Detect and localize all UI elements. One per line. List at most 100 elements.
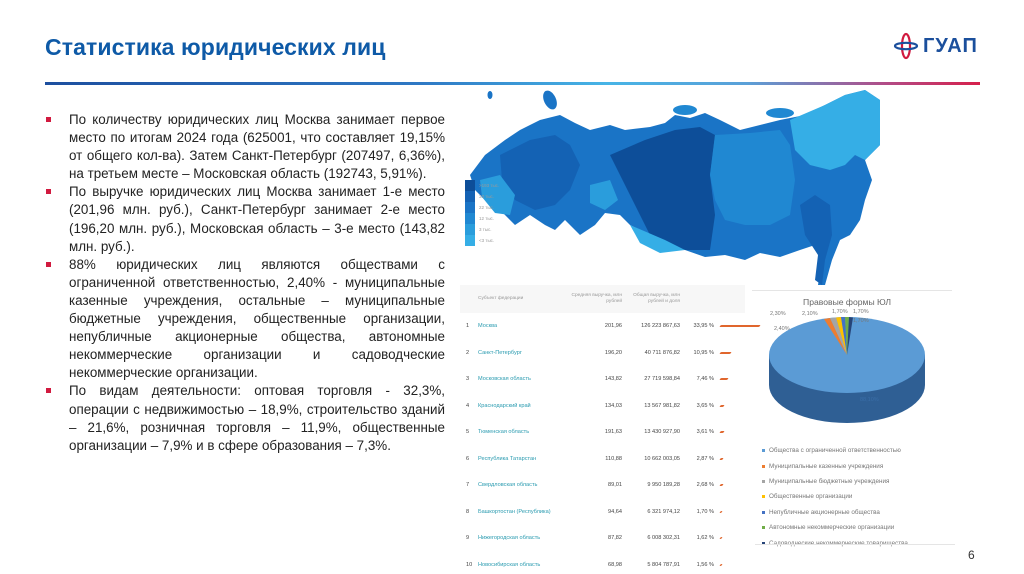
share-cell: 1,70 %	[696, 508, 714, 515]
chart-legend: Общества с ограниченной ответственностью…	[762, 443, 908, 551]
legend-item: Автономные некоммерческие организации	[762, 520, 908, 535]
header-total: Общая выручка, млн рублей и доля	[633, 293, 680, 304]
region-link[interactable]: Санкт-Петербург	[478, 349, 522, 356]
bullet-item: По выручке юридических лиц Москва занима…	[45, 183, 445, 255]
table-row: 9 Нижегородская область 87,82 6 008 302,31 1…	[460, 525, 745, 552]
logo: ГУАП	[893, 32, 978, 60]
avg-revenue-cell: 134,03	[604, 402, 622, 409]
share-bar	[719, 537, 723, 540]
share-cell: 7,46 %	[696, 376, 714, 383]
avg-revenue-cell: 191,63	[604, 429, 622, 436]
total-revenue-cell: 6 008 302,31	[647, 535, 680, 542]
region-link[interactable]: Республика Татарстан	[478, 455, 537, 462]
bullet-item: 88% юридических лиц являются обществами …	[45, 256, 445, 383]
svg-text:88,10%: 88,10%	[860, 397, 879, 403]
chart-title: Правовые формы ЮЛ	[803, 297, 891, 307]
legend-item: Общества с ограниченной ответственностью	[762, 443, 908, 458]
map-legend: >193 тыс. 33 тыс. 22 тыс. 12 тыс. 3 тыс.…	[465, 180, 499, 246]
share-cell: 2,68 %	[696, 482, 714, 489]
svg-text:1,70%: 1,70%	[853, 318, 869, 324]
table-row: 1 Москва 201,96 126 223 867,63 33,95 %	[460, 313, 761, 340]
rank-cell: 8	[466, 508, 470, 515]
map-legend-item: 12 тыс.	[465, 213, 499, 224]
avg-revenue-cell: 87,82	[608, 535, 622, 542]
share-cell: 10,95 %	[693, 349, 714, 356]
avg-revenue-cell: 201,96	[604, 323, 622, 330]
map-legend-item: 22 тыс.	[465, 202, 499, 213]
table-row: 8 Башкортостан (Республика) 94,64 6 321 974…	[460, 499, 745, 526]
region-link[interactable]: Краснодарский край	[478, 402, 531, 409]
total-revenue-cell: 13 430 927,90	[644, 429, 680, 436]
pie-chart: 2,40% 2,30% 2,10% 1,70% 1,70% 1,70% 88,1…	[769, 309, 925, 423]
chart-bottom-divider	[755, 544, 955, 545]
avg-revenue-cell: 196,20	[604, 349, 622, 356]
bullet-item: По количеству юридических лиц Москва зан…	[45, 111, 445, 183]
chart-top-divider	[752, 290, 952, 291]
region-link[interactable]: Новосибирская область	[478, 561, 541, 568]
share-cell: 1,56 %	[696, 561, 714, 568]
rank-cell: 1	[466, 323, 470, 330]
legal-forms-chart: Правовые формы ЮЛ 2,40% 2,30% 2,10% 1,70…	[752, 288, 957, 546]
svg-text:1,70%: 1,70%	[832, 309, 848, 315]
map-legend-item: 3 тыс.	[465, 224, 499, 235]
avg-revenue-cell: 110,88	[605, 455, 622, 462]
svg-text:2,10%: 2,10%	[802, 311, 818, 317]
table-row: 4 Краснодарский край 134,03 13 567 981,82 3,…	[460, 393, 745, 420]
table-row: 3 Московская область 143,82 27 719 598,84 7,…	[460, 366, 745, 393]
rank-cell: 6	[466, 455, 470, 462]
page-title: Статистика юридических лиц	[45, 34, 386, 60]
bullet-item: По видам деятельности: оптовая торговля …	[45, 382, 445, 454]
region-link[interactable]: Свердловская область	[478, 482, 538, 489]
rank-cell: 2	[466, 349, 470, 356]
russia-map	[470, 90, 880, 285]
share-bar	[719, 457, 724, 460]
share-cell: 33,95 %	[693, 323, 714, 330]
share-bar	[719, 351, 732, 354]
total-revenue-cell: 9 950 189,28	[647, 482, 680, 489]
rank-cell: 9	[466, 535, 470, 542]
region-link[interactable]: Московская область	[478, 376, 531, 383]
legend-item: Муниципальные бюджетные учреждения	[762, 474, 908, 489]
share-bar	[719, 378, 729, 381]
rank-cell: 5	[466, 429, 470, 436]
logo-text: ГУАП	[923, 34, 978, 57]
share-cell: 1,62 %	[696, 535, 714, 542]
avg-revenue-cell: 94,64	[608, 508, 622, 515]
page-number: 6	[968, 548, 975, 562]
guap-logo-icon	[893, 32, 919, 60]
total-revenue-cell: 13 567 981,82	[644, 402, 680, 409]
table-row: 2 Санкт-Петербург 196,20 40 711 876,82 10,95…	[460, 340, 745, 367]
total-revenue-cell: 126 223 867,63	[641, 323, 680, 330]
legend-item: Муниципальные казенные учреждения	[762, 458, 908, 473]
total-revenue-cell: 40 711 876,82	[644, 349, 680, 356]
map-legend-item: <3 тыс.	[465, 235, 499, 246]
map-legend-item: >193 тыс.	[465, 180, 499, 191]
table-header: Субъект федерации Средняя выручка, млн р…	[460, 285, 745, 313]
share-bar	[719, 563, 723, 566]
share-bar	[719, 431, 725, 434]
share-bar	[719, 510, 723, 513]
revenue-table: Субъект федерации Средняя выручка, млн р…	[460, 285, 761, 568]
share-bar	[719, 404, 725, 407]
rank-cell: 3	[466, 376, 470, 383]
legend-item: Непубличные акционерные общества	[762, 505, 908, 520]
region-link[interactable]: Нижегородская область	[478, 535, 541, 542]
legend-item: Общественные организации	[762, 489, 908, 504]
rank-cell: 10	[466, 561, 473, 568]
share-cell: 3,61 %	[696, 429, 714, 436]
table-row: 5 Тюменская область 191,63 13 430 927,90 3,6…	[460, 419, 745, 446]
avg-revenue-cell: 68,98	[608, 561, 622, 568]
share-bar	[719, 484, 724, 487]
map-legend-item: 33 тыс.	[465, 191, 499, 202]
region-link[interactable]: Тюменская область	[478, 429, 530, 436]
total-revenue-cell: 5 804 787,91	[647, 561, 680, 568]
share-cell: 3,65 %	[696, 402, 714, 409]
avg-revenue-cell: 89,01	[608, 482, 622, 489]
region-link[interactable]: Башкортостан (Республика)	[478, 508, 551, 515]
table-row: 6 Республика Татарстан 110,88 10 662 003,05…	[460, 446, 745, 473]
legend-item: Садоводческие некоммерческие товариществ…	[762, 535, 908, 550]
rank-cell: 7	[466, 482, 470, 489]
svg-text:2,30%: 2,30%	[770, 311, 786, 317]
bullet-list: По количеству юридических лиц Москва зан…	[45, 111, 445, 455]
region-link[interactable]: Москва	[478, 323, 498, 330]
